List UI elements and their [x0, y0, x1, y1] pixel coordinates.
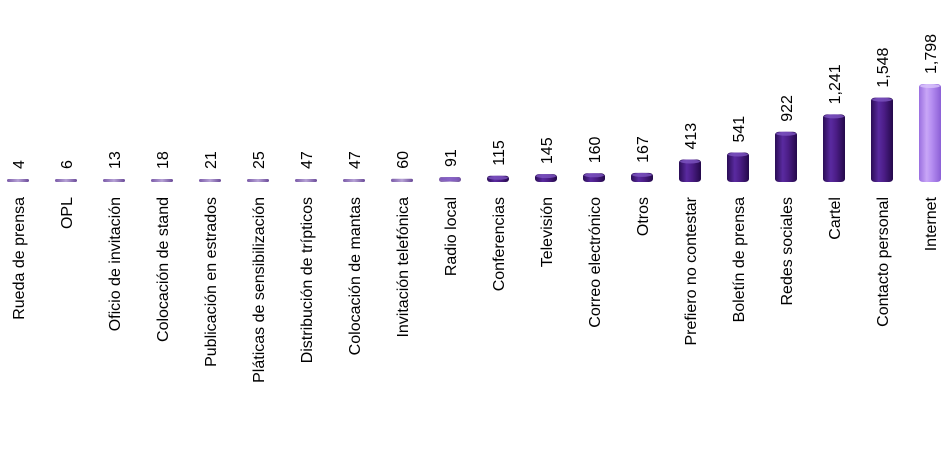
value-label: 1,241	[827, 64, 844, 104]
category-label: Prefiero no contestar	[683, 196, 700, 345]
bar	[295, 179, 317, 182]
value-labels-layer: 4 6 13 18 21 25 47 47 60 91 115 145 160 167 413 541 922 1…	[11, 34, 940, 169]
category-label: Colocación de mantas	[347, 197, 364, 355]
bar	[199, 179, 221, 182]
category-label: OPL	[59, 197, 76, 229]
bar-cap	[680, 159, 700, 164]
bar-cap	[536, 174, 556, 179]
bar	[775, 131, 797, 182]
category-label: Oficio de invitación	[107, 197, 124, 331]
bar-cap	[920, 84, 940, 88]
category-label: Rueda de prensa	[11, 197, 28, 320]
bar-cap	[776, 131, 796, 136]
category-label: Publicación en estrados	[203, 197, 220, 367]
value-label: 18	[155, 151, 172, 169]
value-label: 21	[203, 151, 220, 169]
value-label: 541	[731, 116, 748, 143]
value-label: 60	[395, 151, 412, 169]
category-label: Contacto personal	[875, 197, 892, 327]
bar	[151, 179, 173, 182]
bar	[871, 97, 893, 182]
value-label: 47	[347, 151, 364, 169]
category-label: Redes sociales	[779, 197, 796, 306]
bar	[919, 84, 941, 182]
value-label: 25	[251, 151, 268, 169]
value-label: 1,548	[875, 47, 892, 87]
bar-cap	[632, 172, 652, 177]
value-label: 413	[683, 123, 700, 150]
bar	[679, 159, 701, 182]
category-label: Invitación telefónica	[395, 197, 412, 338]
value-label: 922	[779, 95, 796, 122]
category-label: Boletín de prensa	[731, 197, 748, 323]
category-label: Cartel	[827, 197, 844, 240]
bar	[727, 152, 749, 182]
bar-cap	[440, 177, 460, 182]
bar	[343, 179, 365, 182]
value-label: 6	[59, 160, 76, 169]
bar	[823, 114, 845, 182]
category-label: Colocación de stand	[155, 197, 172, 342]
value-label: 145	[539, 137, 556, 164]
value-label: 167	[635, 136, 652, 163]
category-label: Otros	[635, 197, 652, 236]
value-label: 4	[11, 160, 28, 169]
bars-layer	[7, 84, 941, 182]
bar-cap	[488, 175, 508, 180]
category-label: Radio local	[443, 197, 460, 276]
bar	[103, 179, 125, 182]
bar-cap	[584, 173, 604, 178]
category-label: Internet	[923, 196, 940, 251]
category-labels-layer: Rueda de prensa OPL Oficio de invitación Co…	[11, 196, 940, 383]
bar-cap	[872, 97, 892, 102]
value-label: 1,798	[923, 34, 940, 74]
bar	[247, 179, 269, 182]
category-label: Conferencias	[491, 197, 508, 291]
bar	[55, 179, 77, 182]
value-label: 115	[491, 140, 508, 166]
bar-cap	[728, 152, 748, 157]
bar-cap	[824, 114, 844, 119]
category-label: Pláticas de sensibilización	[251, 197, 268, 383]
category-label: Correo electrónico	[587, 197, 604, 328]
value-label: 47	[299, 151, 316, 169]
value-label: 13	[107, 151, 124, 169]
value-label: 91	[443, 149, 460, 167]
category-label: Distribución de trípticos	[299, 197, 316, 363]
value-label: 160	[587, 136, 604, 163]
bar	[391, 178, 413, 182]
category-label: Televisión	[539, 197, 556, 267]
bar	[7, 179, 29, 182]
